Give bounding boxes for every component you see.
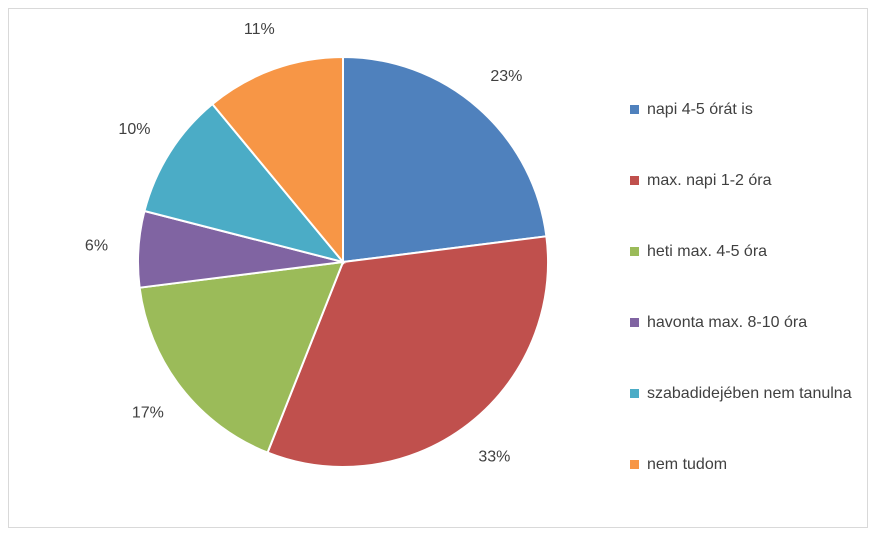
data-label: 23% <box>490 68 522 85</box>
legend-item: max. napi 1-2 óra <box>630 167 855 194</box>
data-label: 11% <box>244 21 275 38</box>
legend-swatch <box>630 105 639 114</box>
legend-label: szabadidejében nem tanulna <box>647 385 852 402</box>
pie-slice <box>143 102 346 264</box>
data-label: 33% <box>478 448 510 465</box>
legend-item: heti max. 4-5 óra <box>630 238 855 265</box>
legend-swatch <box>630 318 639 327</box>
legend-item: nem tudom <box>630 451 855 478</box>
legend-label: max. napi 1-2 óra <box>647 172 772 189</box>
data-label: 17% <box>132 405 164 422</box>
legend-swatch <box>630 460 639 469</box>
legend-label: heti max. 4-5 óra <box>647 243 768 260</box>
legend-item: havonta max. 8-10 óra <box>630 309 855 336</box>
legend-label: nem tudom <box>647 456 728 473</box>
data-label: 10% <box>118 121 150 138</box>
legend-item: szabadidejében nem tanulna <box>630 380 855 407</box>
legend-item: napi 4-5 órát is <box>630 96 855 123</box>
pie-slice <box>138 260 345 454</box>
data-label: 6% <box>85 238 108 255</box>
pie-slice <box>210 55 344 265</box>
legend-label: havonta max. 8-10 óra <box>647 314 808 331</box>
pie-slice <box>266 235 549 468</box>
pie-slice <box>342 55 548 264</box>
legend-swatch <box>630 176 639 185</box>
legend-swatch <box>630 247 639 256</box>
legend-label: napi 4-5 órát is <box>647 101 753 118</box>
legend-swatch <box>630 389 639 398</box>
